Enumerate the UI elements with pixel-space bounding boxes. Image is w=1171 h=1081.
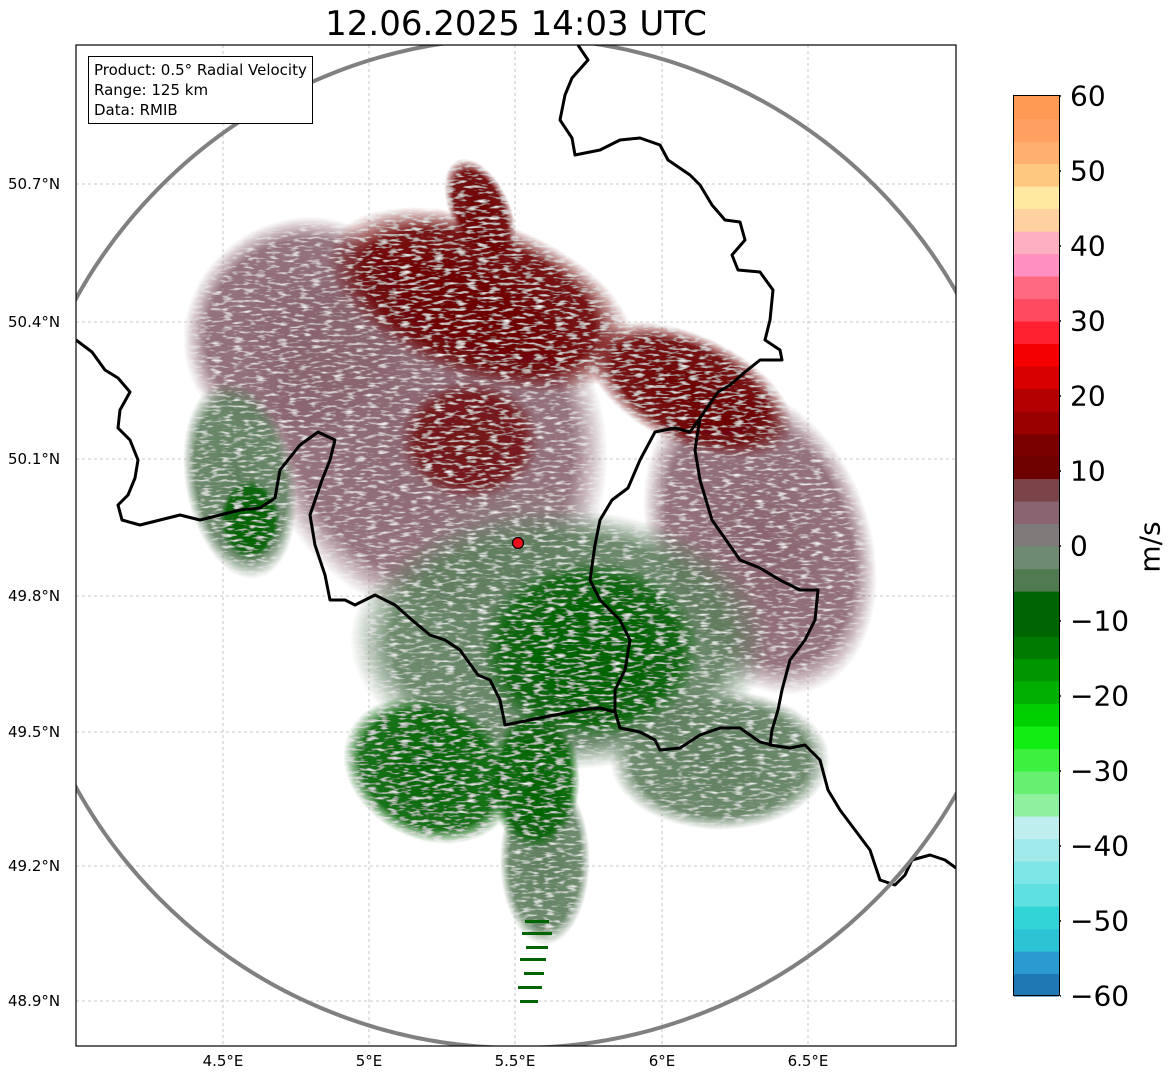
radar-tail-south (518, 920, 552, 1003)
echo-inbound-strong-center (480, 560, 700, 740)
colorbar-tick-label: 20 (1070, 379, 1106, 413)
colorbar-tick-label: 50 (1070, 154, 1106, 188)
lat-tick-label: 49.5°N (8, 723, 61, 741)
colorbar-tick-label: 30 (1070, 304, 1106, 338)
colorbar-band (1014, 883, 1059, 907)
colorbar-band (1014, 861, 1059, 885)
border-lux-west-east (588, 417, 702, 712)
colorbar-band (1014, 703, 1059, 727)
colorbar-band (1014, 951, 1059, 975)
lat-tick-label: 49.2°N (8, 857, 61, 875)
colorbar-band (1014, 681, 1059, 705)
echo-inbound-strong-west (220, 480, 280, 560)
info-box: Product: 0.5° Radial Velocity Range: 125… (88, 56, 313, 124)
colorbar-band (1014, 568, 1059, 592)
colorbar-tick-label: −50 (1070, 904, 1130, 938)
colorbar-tick-label: −20 (1070, 679, 1130, 713)
colorbar-tick-label: 40 (1070, 229, 1106, 263)
colorbar-band (1014, 118, 1059, 142)
colorbar-unit-label: m/s (1133, 521, 1167, 573)
colorbar-band (1014, 321, 1059, 345)
colorbar-band (1014, 411, 1059, 435)
lon-tick-label: 4.5°E (202, 1052, 244, 1070)
echo-outbound-strong-center (400, 380, 540, 500)
colorbar-band (1014, 771, 1059, 795)
colorbar-tick-label: −30 (1070, 754, 1130, 788)
colorbar-tick-label: −40 (1070, 829, 1130, 863)
colorbar-band (1014, 388, 1059, 412)
colorbar-tick-label: −60 (1070, 979, 1130, 1013)
colorbar-band (1014, 343, 1059, 367)
info-range: Range: 125 km (94, 81, 209, 99)
colorbar-band (1014, 96, 1059, 120)
colorbar-band (1014, 456, 1059, 480)
lat-tick-label: 50.1°N (8, 450, 61, 468)
border-west (76, 338, 773, 752)
colorbar-tick-label: −10 (1070, 604, 1130, 638)
colorbar-band (1014, 726, 1059, 750)
colorbar-band (1014, 253, 1059, 277)
colorbar-band (1014, 613, 1059, 637)
colorbar-band (1014, 501, 1059, 525)
colorbar-band (1014, 478, 1059, 502)
colorbar-band (1014, 523, 1059, 547)
colorbar-band (1014, 591, 1059, 615)
info-product: Product: 0.5° Radial Velocity (94, 61, 307, 79)
colorbar-band (1014, 838, 1059, 862)
colorbar-band (1014, 276, 1059, 300)
echo-outbound-streak (444, 158, 516, 262)
colorbar-band (1014, 748, 1059, 772)
echo-inbound-strong-south (490, 710, 580, 850)
colorbar-band (1014, 546, 1059, 570)
colorbar-band (1014, 816, 1059, 840)
lat-tick-label: 48.9°N (8, 992, 61, 1010)
lat-tick-label: 50.4°N (8, 313, 61, 331)
colorbar-tick-label: 10 (1070, 454, 1106, 488)
echo-inbound-strong-sw (343, 696, 517, 844)
lon-tick-label: 5°E (355, 1052, 383, 1070)
colorbar-band (1014, 636, 1059, 660)
colorbar-band (1014, 658, 1059, 682)
lat-tick-label: 50.7°N (8, 175, 61, 193)
colorbar-band (1014, 163, 1059, 187)
info-data-source: Data: RMIB (94, 101, 178, 119)
radar-site-marker[interactable] (511, 536, 525, 550)
radar-echoes (183, 158, 877, 945)
colorbar-band (1014, 298, 1059, 322)
colorbar-tick-label: 60 (1070, 79, 1106, 113)
map-frame (75, 44, 957, 1047)
lon-tick-label: 6°E (648, 1052, 676, 1070)
map-title: 12.06.2025 14:03 UTC (325, 4, 707, 44)
colorbar-band (1014, 433, 1059, 457)
echo-outbound-strong-ne (587, 321, 793, 459)
colorbar-band (1014, 231, 1059, 255)
lat-tick-label: 49.8°N (8, 587, 61, 605)
colorbar-band (1014, 141, 1059, 165)
colorbar-band (1014, 973, 1059, 997)
colorbar-band (1014, 366, 1059, 390)
colorbar-band (1014, 928, 1059, 952)
country-borders (76, 45, 956, 887)
colorbar-band (1014, 186, 1059, 210)
colorbar-tick-label: 0 (1070, 529, 1088, 563)
colorbar-band (1014, 793, 1059, 817)
colorbar-band (1014, 906, 1059, 930)
colorbar-band (1014, 208, 1059, 232)
lon-tick-label: 6.5°E (787, 1052, 829, 1070)
lon-tick-label: 5.5°E (494, 1052, 536, 1070)
echo-outbound-strong-north (327, 207, 633, 393)
border-north-east (558, 45, 956, 887)
velocity-colorbar (1013, 95, 1061, 997)
